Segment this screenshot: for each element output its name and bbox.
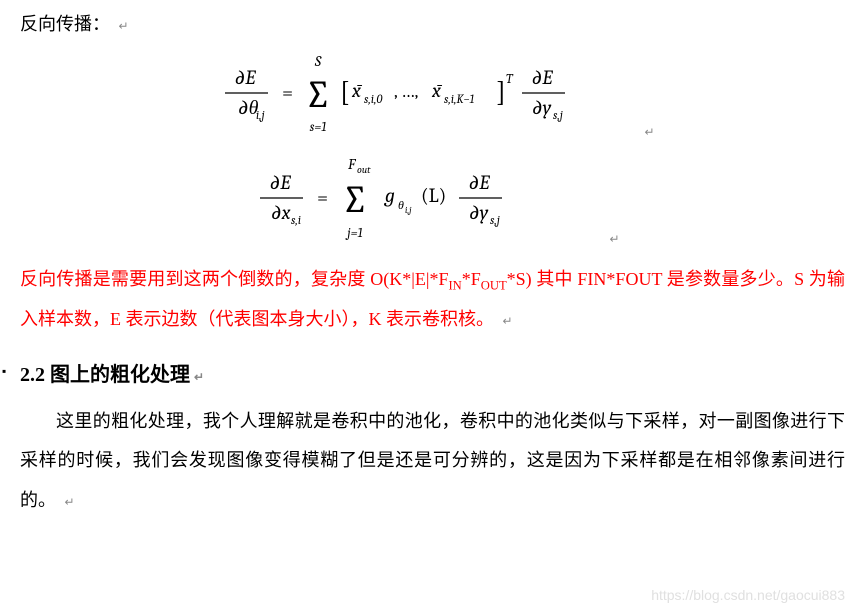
body-coarsening-paragraph: 这里的粗化处理，我个人理解就是卷积中的池化，卷积中的池化类似与下采样，对一副图像… [20, 402, 845, 521]
f1-xa: x̄ [351, 79, 363, 102]
f2-rhs-den-a: ∂y [469, 201, 489, 224]
f1-lhs-den-sub: i,j [256, 108, 265, 122]
red-complexity-paragraph: 反向传播是需要用到这两个倒数的，复杂度 O(K*|E|*FIN*FOUT*S) … [20, 260, 845, 340]
body-text: 这里的粗化处理，我个人理解就是卷积中的池化，卷积中的池化类似与下采样，对一副图像… [20, 411, 845, 510]
f2-g-sub-a: θ [398, 198, 404, 212]
f1-rhs-den-a: ∂y [532, 96, 552, 119]
watermark: https://blog.csdn.net/gaocui883 [651, 587, 845, 603]
f1-br-close: ] [496, 76, 506, 108]
watermark-text: https://blog.csdn.net/gaocui883 [651, 587, 845, 603]
red-sub2: OUT [481, 279, 507, 293]
f2-lhs-den-sub: s,i [291, 213, 301, 227]
f1-sep: , …, [394, 81, 418, 102]
f1-sum-sigma: ∑ [305, 73, 332, 117]
heading-text: 反向传播： [20, 14, 110, 34]
return-icon-f2: ↵ [609, 232, 619, 246]
f2-eq: = [317, 186, 328, 209]
red-seg2: 复杂度 O(K*|E|*F [311, 269, 448, 289]
return-icon-body: ↵ [65, 495, 75, 509]
f1-xa-sub: s,i,0 [364, 92, 382, 106]
f1-xb-sub: s,i,K−1 [444, 92, 475, 106]
f2-sum-upper-sub: out [357, 164, 371, 176]
f2-rhs-den-sub: s,j [490, 213, 500, 227]
formula-1-block: ∂E ∂θ i,j = S ∑ s=1 [ x̄ s,i,0 , …, x̄ s… [20, 51, 845, 141]
f2-arg: (L) [421, 184, 446, 207]
return-icon-sec: ↵ [194, 370, 204, 384]
f2-sum-lower: j=1 [346, 226, 363, 241]
f1-lhs-num: ∂E [235, 66, 257, 89]
f1-rhs-num: ∂E [532, 66, 554, 89]
f2-sum-upper: F [347, 155, 357, 173]
red-seg3: *F [462, 269, 481, 289]
formula-2-svg: ∂E ∂x s,i = F out ∑ j=1 g θ i,j (L) ∂E ∂… [245, 153, 605, 243]
formula-2-block: ∂E ∂x s,i = F out ∑ j=1 g θ i,j (L) ∂E ∂… [20, 153, 845, 248]
f1-xb: x̄ [431, 79, 443, 102]
f1-rhs-den-sub: s,j [553, 108, 563, 122]
f1-supT: T [506, 72, 514, 87]
red-seg1: 反向传播是需要用到这两个倒数的， [20, 269, 311, 289]
f2-lhs-den-a: ∂x [271, 201, 291, 224]
f1-eq: = [282, 81, 293, 104]
f1-sum-upper: S [314, 52, 322, 70]
return-icon-f1: ↵ [644, 125, 654, 139]
f2-lhs-num: ∂E [270, 171, 292, 194]
return-icon-red: ↵ [503, 314, 513, 328]
red-sub1: IN [448, 279, 461, 293]
f2-sum-sigma: ∑ [342, 178, 369, 222]
f1-sum-lower: s=1 [310, 120, 327, 135]
f2-g-sub-b: i,j [405, 206, 412, 216]
return-icon: ↵ [119, 19, 129, 33]
formula-1-svg: ∂E ∂θ i,j = S ∑ s=1 [ x̄ s,i,0 , …, x̄ s… [210, 51, 640, 136]
f2-g: g [383, 184, 395, 207]
f2-rhs-num: ∂E [469, 171, 491, 194]
heading-backprop: 反向传播： ↵ [20, 10, 845, 36]
section-2-2-text: 2.2 图上的粗化处理 [20, 364, 190, 386]
f1-br-open: [ [340, 76, 350, 108]
section-2-2-header: 2.2 图上的粗化处理 ↵ [20, 358, 845, 387]
